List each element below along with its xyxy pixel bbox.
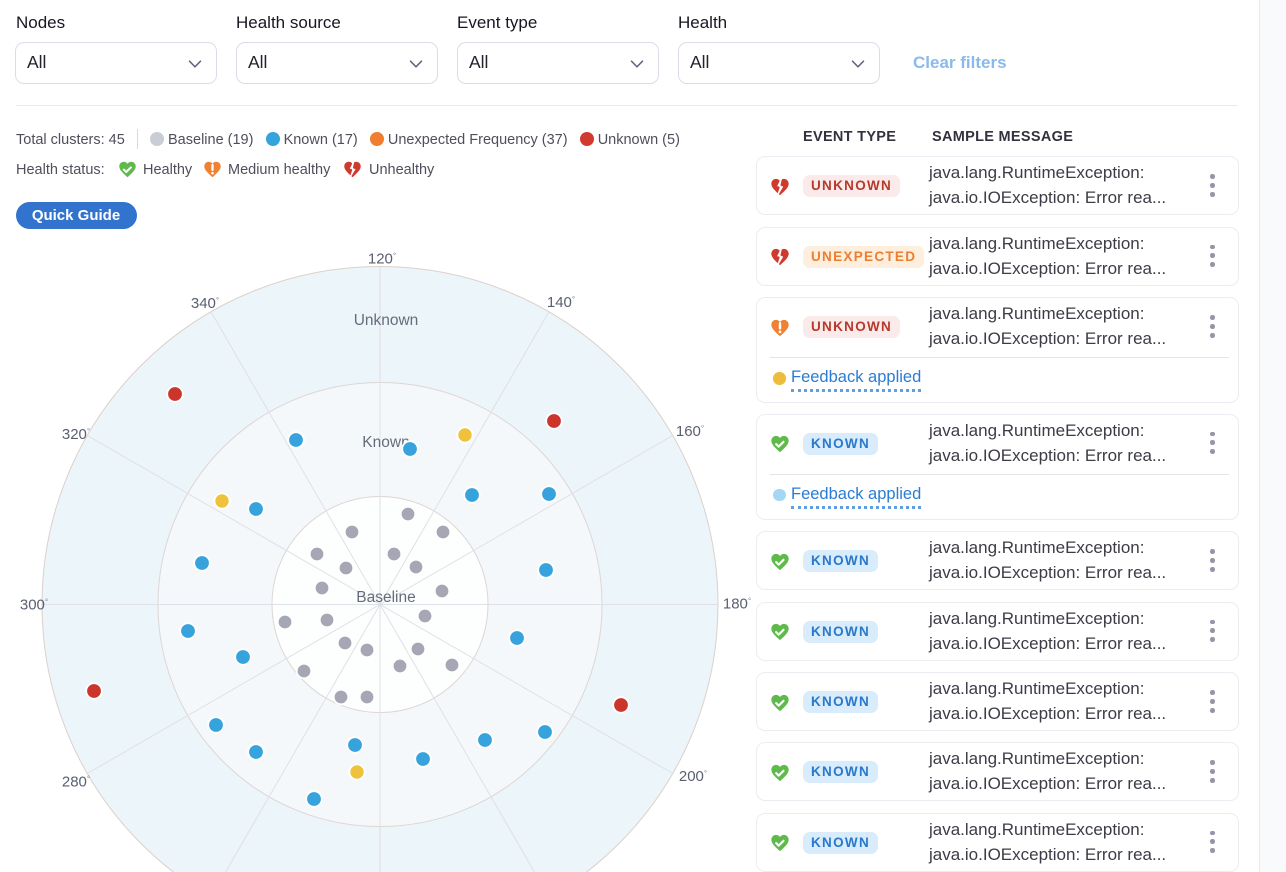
svg-text:160◦: 160◦	[676, 421, 704, 440]
svg-text:Unknown: Unknown	[354, 312, 419, 329]
svg-text:Baseline: Baseline	[356, 589, 415, 606]
svg-text:140◦: 140◦	[547, 292, 575, 311]
svg-text:320◦: 320◦	[62, 424, 90, 443]
svg-text:Known: Known	[362, 434, 409, 451]
svg-text:120◦: 120◦	[368, 249, 396, 268]
svg-text:200◦: 200◦	[679, 766, 707, 785]
svg-text:180◦: 180◦	[723, 594, 751, 613]
svg-text:300◦: 300◦	[20, 595, 48, 614]
svg-text:340◦: 340◦	[191, 293, 219, 312]
svg-text:280◦: 280◦	[62, 772, 90, 791]
